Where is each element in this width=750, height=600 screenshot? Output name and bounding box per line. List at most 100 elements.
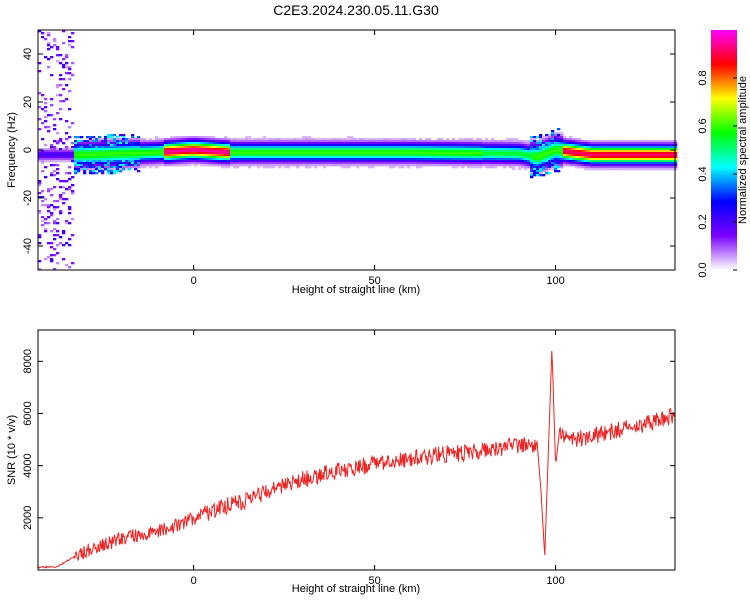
spectrogram-cell	[47, 256, 51, 259]
spectrogram-cell	[233, 160, 237, 163]
spectrogram-cell	[170, 140, 174, 143]
spectrogram-cell	[320, 156, 324, 159]
spectrogram-cell	[41, 158, 45, 161]
spectrogram-cell	[392, 162, 396, 165]
spectrogram-cell	[566, 156, 570, 159]
spectrogram-cell	[638, 148, 642, 151]
spectrogram-cell	[578, 164, 582, 167]
spectrogram-cell	[89, 150, 93, 153]
spectrogram-cell	[275, 164, 279, 167]
spectrogram-cell	[578, 160, 582, 163]
spectrogram-cell	[338, 162, 342, 165]
spectrogram-cell	[515, 152, 519, 155]
spectrogram-cell	[50, 164, 54, 167]
spectrogram-cell	[626, 154, 630, 157]
spectrogram-cell	[506, 156, 510, 159]
spectrogram-cell	[512, 142, 516, 145]
spectrogram-cell	[206, 144, 210, 147]
spectrogram-cell	[44, 204, 48, 207]
spectrogram-cell	[140, 142, 144, 145]
spectrogram-cell	[170, 162, 174, 165]
spectrogram-cell	[284, 160, 288, 163]
spectrogram-cell	[392, 154, 396, 157]
spectrogram-cell	[473, 146, 477, 149]
spectrogram-cell	[50, 242, 54, 245]
spectrogram-cell	[41, 160, 45, 163]
spectrogram-cell	[506, 162, 510, 165]
spectrogram-cell	[323, 164, 327, 167]
spectrogram-cell	[260, 152, 264, 155]
spectrogram-cell	[395, 142, 399, 145]
spectrogram-cell	[659, 166, 663, 169]
spectrogram-cell	[314, 144, 318, 147]
spectrogram-cell	[122, 140, 126, 143]
spectrogram-cell	[497, 156, 501, 159]
spectrogram-cell	[284, 154, 288, 157]
spectrogram-cell	[509, 166, 513, 169]
spectrogram-cell	[62, 230, 66, 233]
spectrogram-cell	[65, 264, 69, 267]
spectrogram-cell	[428, 154, 432, 157]
spectrogram-cell	[401, 162, 405, 165]
spectrogram-cell	[560, 150, 564, 153]
spectrogram-cell	[545, 142, 549, 145]
spectrogram-cell	[305, 146, 309, 149]
spectrogram-cell	[50, 156, 54, 159]
spectrogram-cell	[269, 164, 273, 167]
spectrogram-cell	[326, 140, 330, 143]
spectrogram-cell	[347, 150, 351, 153]
spectrogram-cell	[527, 158, 531, 161]
spectrogram-cell	[221, 146, 225, 149]
spectrogram-cell	[335, 138, 339, 141]
spectrogram-cell	[332, 140, 336, 143]
spectrogram-cell	[350, 136, 354, 139]
spectrogram-cell	[59, 242, 63, 245]
spectrogram-cell	[629, 156, 633, 159]
spectrogram-cell	[647, 168, 651, 171]
spectrogram-cell	[662, 162, 666, 165]
spectrogram-cell	[455, 162, 459, 165]
spectrogram-cell	[380, 148, 384, 151]
spectrogram-cell	[41, 94, 45, 97]
spectrogram-cell	[161, 142, 165, 145]
spectrogram-cell	[200, 150, 204, 153]
spectrogram-cell	[125, 144, 129, 147]
spectrogram-cell	[575, 166, 579, 169]
spectrogram-cell	[185, 154, 189, 157]
spectrogram-cell	[404, 142, 408, 145]
spectrogram-cell	[536, 140, 540, 143]
spectrogram-cell	[302, 152, 306, 155]
spectrogram-cell	[68, 178, 72, 181]
spectrogram-cell	[356, 138, 360, 141]
spectrogram-cell	[302, 142, 306, 145]
spectrogram-cell	[317, 156, 321, 159]
spectrogram-cell	[569, 144, 573, 147]
spectrogram-cell	[323, 156, 327, 159]
spectrogram-cell	[68, 78, 72, 81]
spectrogram-cell	[116, 170, 120, 173]
spectrogram-cell	[374, 160, 378, 163]
spectrogram-cell	[425, 162, 429, 165]
spectrogram-cell	[665, 164, 669, 167]
spectrogram-cell	[146, 154, 150, 157]
spectrogram-cell	[101, 168, 105, 171]
spectrogram-cell	[539, 148, 543, 151]
spectrogram-cell	[107, 172, 111, 175]
spectrogram-cell	[71, 156, 75, 159]
spectrogram-cell	[254, 142, 258, 145]
spectrogram-cell	[59, 84, 63, 87]
spectrogram-cell	[467, 152, 471, 155]
spectrogram-cell	[656, 156, 660, 159]
spectrogram-cell	[137, 142, 141, 145]
spectrogram-cell	[86, 142, 90, 145]
spectrogram-cell	[410, 156, 414, 159]
spectrogram-cell	[245, 156, 249, 159]
spectrogram-cell	[68, 160, 72, 163]
spectrogram-cell	[131, 148, 135, 151]
spectrogram-cell	[245, 164, 249, 167]
spectrogram-cell	[350, 148, 354, 151]
spectrogram-cell	[467, 138, 471, 141]
spectrogram-cell	[83, 168, 87, 171]
spectrogram-cell	[203, 162, 207, 165]
spectrogram-cell	[308, 136, 312, 139]
